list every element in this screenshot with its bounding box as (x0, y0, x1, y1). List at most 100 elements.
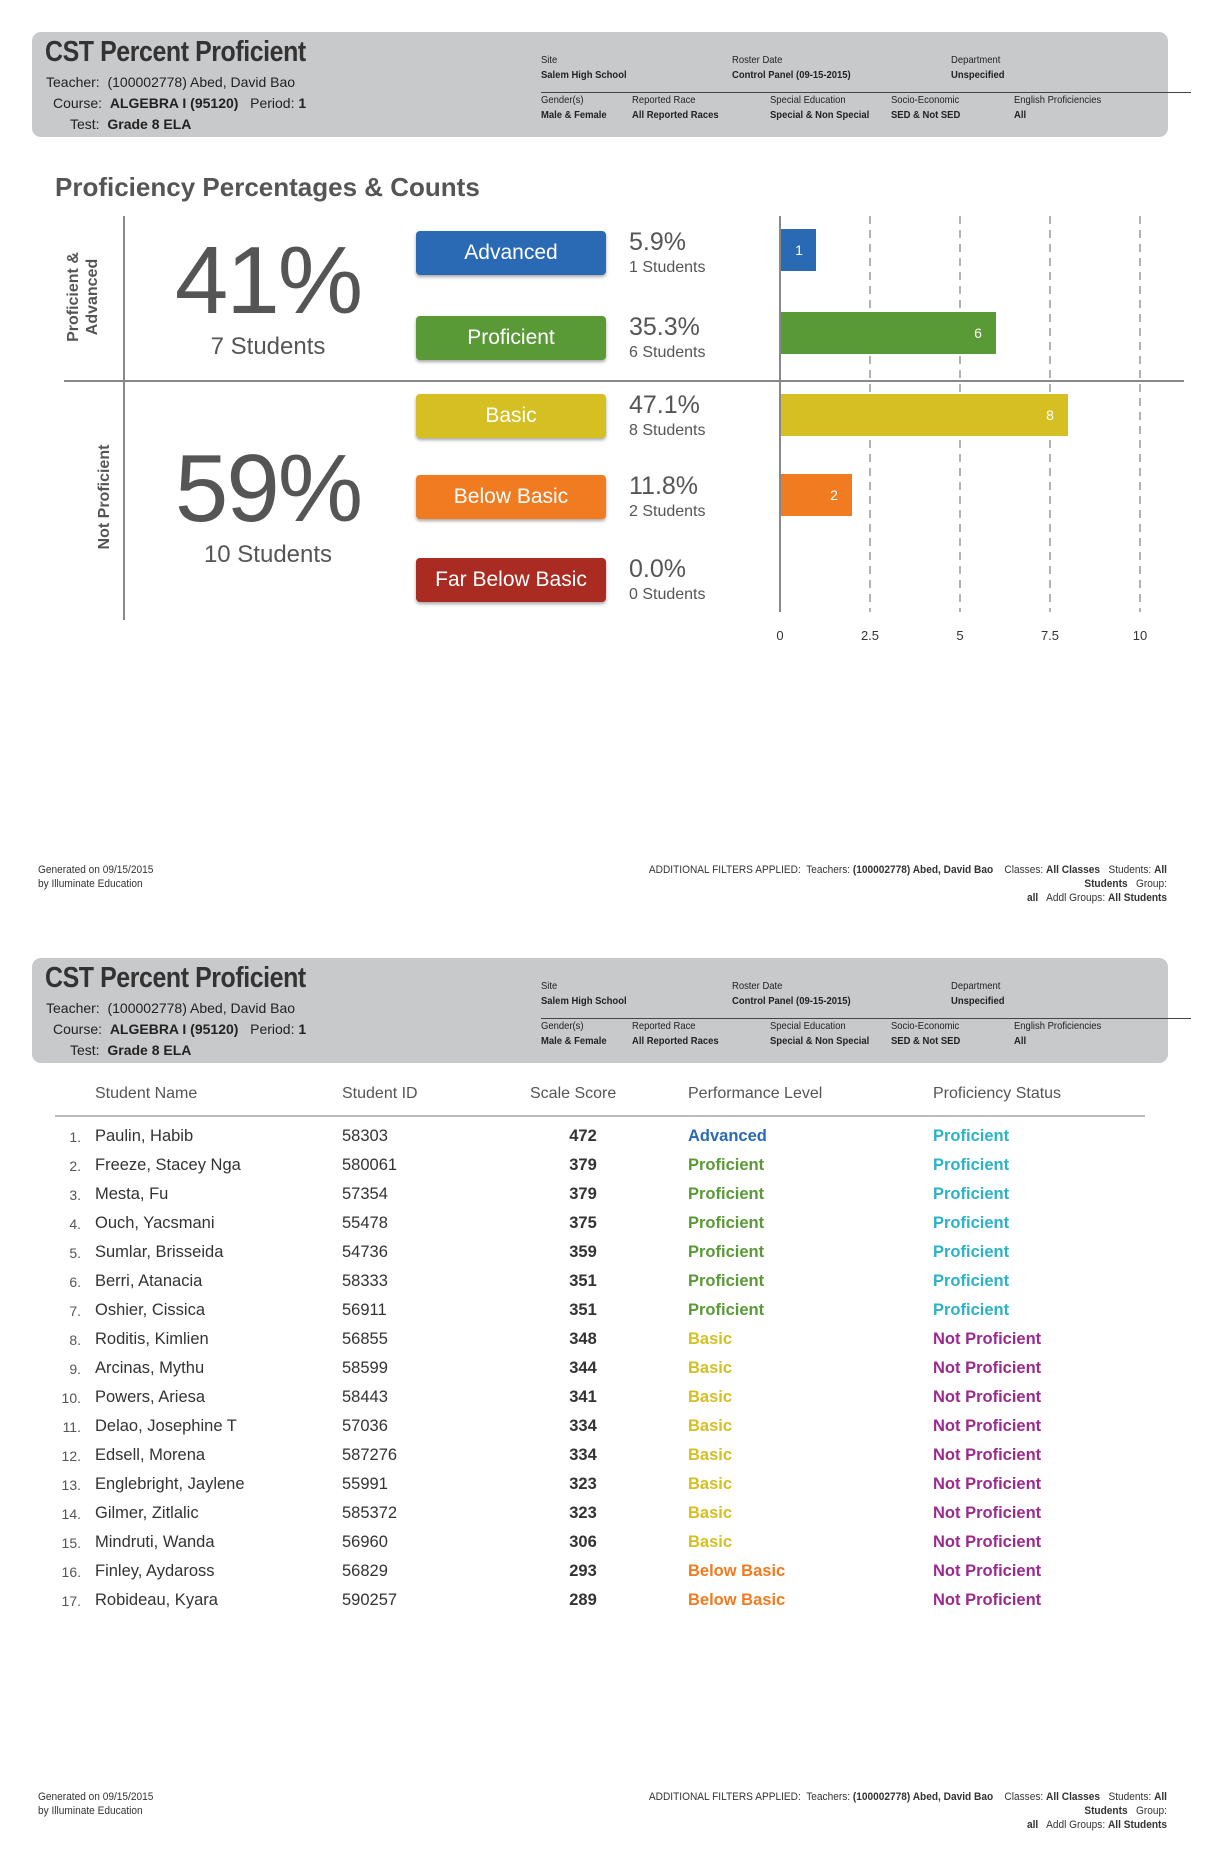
level-basic-pct: 47.1% (629, 391, 700, 419)
col-header-id: Student ID (342, 1085, 418, 1102)
top-percent: 41% (174, 227, 363, 334)
proficiency-status: Not Proficient (933, 1591, 1042, 1609)
proficiency-status: Proficient (933, 1185, 1010, 1203)
header-rule-2 (541, 1018, 1191, 1019)
table-row: 6. Berri, Atanacia 58333 351 Proficient Profi… (55, 1272, 1145, 1301)
level-basic-badge: Basic (416, 394, 606, 438)
level-basic-count: 8 Students (629, 422, 706, 439)
student-name: Delao, Josephine T (95, 1417, 237, 1435)
student-name: Gilmer, Zitlalic (95, 1504, 199, 1522)
student-id: 580061 (342, 1156, 398, 1174)
student-name: Englebright, Jaylene (95, 1475, 245, 1493)
performance-level: Basic (688, 1330, 733, 1348)
bar-value-label: 6 (974, 325, 982, 341)
student-id: 54736 (342, 1243, 388, 1261)
row-number: 10. (61, 1390, 81, 1406)
department-field-2: Department Unspecified (951, 980, 1005, 1007)
bar-below-basic (781, 474, 852, 516)
student-name: Ouch, Yacsmani (95, 1214, 215, 1232)
performance-level: Basic (688, 1417, 733, 1435)
scale-score: 289 (569, 1591, 597, 1609)
sped-field: Special Education Special & Non Special (770, 94, 870, 121)
report-title: CST Percent Proficient (45, 36, 306, 68)
performance-level: Basic (688, 1359, 733, 1377)
level-proficient-pct: 35.3% (629, 313, 700, 341)
student-id: 587276 (342, 1446, 398, 1464)
row-number: 2. (69, 1158, 81, 1174)
bar-proficient (781, 312, 996, 354)
bar-advanced (781, 229, 816, 271)
proficiency-status: Not Proficient (933, 1388, 1042, 1406)
performance-level: Proficient (688, 1301, 765, 1319)
student-name: Paulin, Habib (95, 1127, 194, 1145)
scale-score: 334 (569, 1446, 597, 1464)
table-row: 7. Oshier, Cissica 56911 351 Proficient Profi… (55, 1301, 1145, 1330)
scale-score: 379 (569, 1185, 597, 1203)
proficiency-status: Not Proficient (933, 1359, 1042, 1377)
row-number: 8. (69, 1332, 81, 1348)
proficiency-status: Proficient (933, 1127, 1010, 1145)
x-tick-label: 10 (1133, 628, 1147, 642)
row-number: 1. (69, 1129, 81, 1145)
x-tick-label: 7.5 (1041, 628, 1059, 642)
student-name: Arcinas, Mythu (95, 1359, 205, 1377)
report-header-2: CST Percent Proficient Teacher: (1000027… (32, 958, 1191, 1063)
student-id: 590257 (342, 1591, 398, 1609)
student-name: Sumlar, Brisseida (95, 1243, 224, 1261)
bar-value-label: 8 (1046, 407, 1054, 423)
row-number: 4. (69, 1216, 81, 1232)
elp-field: English Proficiencies All (1014, 94, 1102, 121)
roster-field-2: Roster Date Control Panel (09-15-2015) (732, 980, 851, 1007)
table-row: 16. Finley, Aydaross 56829 293 Below Basic No… (55, 1562, 1145, 1591)
proficiency-status: Proficient (933, 1156, 1010, 1174)
generated-note: Generated on 09/15/2015 by Illuminate Ed… (38, 864, 154, 890)
performance-level: Proficient (688, 1272, 765, 1290)
sped-field-2: Special Education Special & Non Special (770, 1020, 870, 1047)
scale-score: 348 (569, 1330, 597, 1348)
student-name: Powers, Ariesa (95, 1388, 206, 1406)
scale-score: 359 (569, 1243, 597, 1261)
performance-level: Basic (688, 1504, 733, 1522)
gender-field: Gender(s) Male & Female (541, 94, 607, 121)
student-name: Robideau, Kyara (95, 1591, 218, 1609)
ses-field: Socio-Economic SED & Not SED (891, 94, 961, 121)
scale-score: 306 (569, 1533, 597, 1551)
scale-score: 341 (569, 1388, 597, 1406)
filters-note-2: ADDITIONAL FILTERS APPLIED: Teachers: (1… (648, 1791, 1167, 1831)
performance-level: Basic (688, 1388, 733, 1406)
proficiency-status: Not Proficient (933, 1533, 1042, 1551)
scale-score: 351 (569, 1272, 597, 1290)
student-id: 56829 (342, 1562, 388, 1580)
table-row: 14. Gilmer, Zitlalic 585372 323 Basic Not Pro… (55, 1504, 1145, 1533)
row-number: 12. (61, 1448, 81, 1464)
scale-score: 344 (569, 1359, 597, 1377)
row-number: 5. (69, 1245, 81, 1261)
group-label-bottom: Not Proficient (96, 444, 113, 550)
level-far-below-basic-count: 0 Students (629, 586, 706, 603)
table-row: 5. Sumlar, Brisseida 54736 359 Proficient Pro… (55, 1243, 1145, 1272)
proficiency-status: Proficient (933, 1272, 1010, 1290)
student-name: Roditis, Kimlien (95, 1330, 209, 1348)
performance-level: Proficient (688, 1185, 765, 1203)
proficiency-status: Not Proficient (933, 1417, 1042, 1435)
section-title: Proficiency Percentages & Counts (55, 172, 480, 202)
bar-basic (781, 394, 1068, 436)
bottom-percent: 59% (174, 435, 363, 542)
proficiency-status: Proficient (933, 1301, 1010, 1319)
level-advanced-count: 1 Students (629, 259, 706, 276)
proficiency-status: Not Proficient (933, 1475, 1042, 1493)
table-row: 11. Delao, Josephine T 57036 334 Basic Not Pr… (55, 1417, 1145, 1446)
scale-score: 334 (569, 1417, 597, 1435)
bottom-students: 10 Students (203, 541, 333, 568)
table-row: 1. Paulin, Habib 58303 472 Advanced Proficien… (55, 1127, 1145, 1156)
student-name: Edsell, Morena (95, 1446, 206, 1464)
table-row: 8. Roditis, Kimlien 56855 348 Basic Not Profi… (55, 1330, 1145, 1359)
table-row: 2. Freeze, Stacey Nga 580061 379 Proficient P… (55, 1156, 1145, 1185)
test-line-2: Test: Grade 8 ELA (70, 1042, 192, 1058)
report-page-2: CST Percent Proficient Teacher: (1000027… (0, 930, 1209, 1867)
scale-score: 379 (569, 1156, 597, 1174)
scale-score: 293 (569, 1562, 597, 1580)
student-name: Oshier, Cissica (95, 1301, 206, 1319)
table-row: 9. Arcinas, Mythu 58599 344 Basic Not Profici… (55, 1359, 1145, 1388)
student-id: 58333 (342, 1272, 388, 1290)
